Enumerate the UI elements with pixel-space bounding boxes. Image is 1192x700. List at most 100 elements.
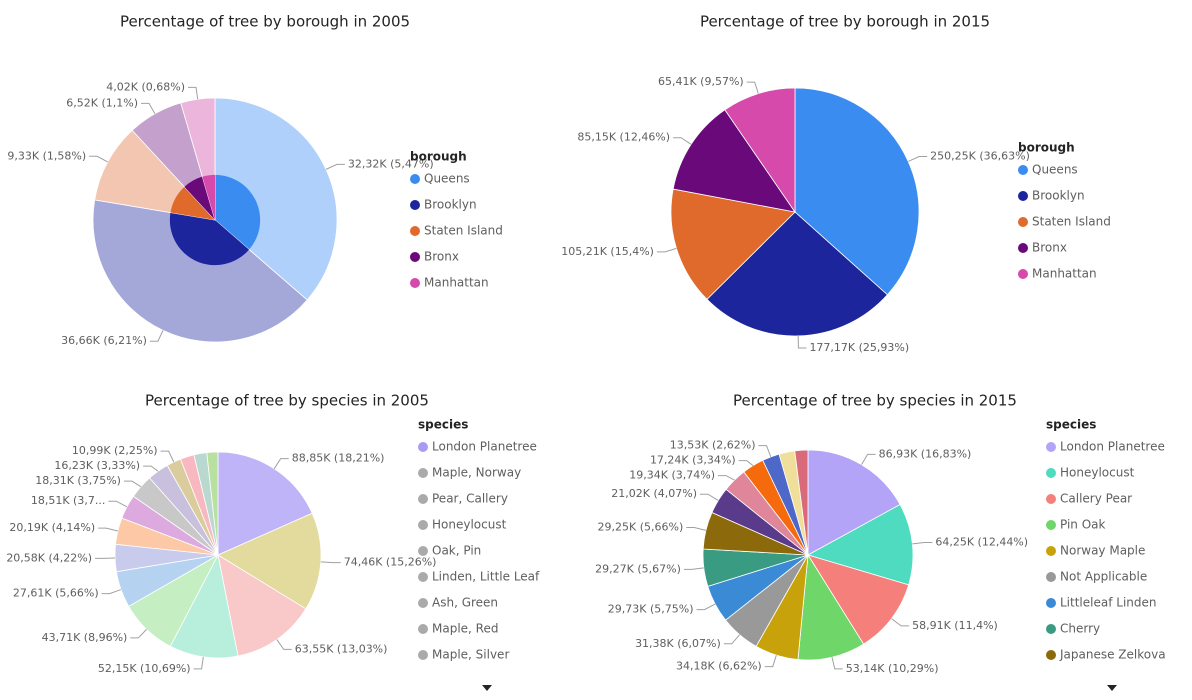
legend-marker [1018, 191, 1028, 201]
data-label: 6,52K (1,1%) [66, 96, 138, 109]
chart-title: Percentage of tree by species in 2015 [733, 392, 1017, 410]
legend-label: Brooklyn [424, 198, 477, 212]
legend-marker [1046, 624, 1056, 634]
legend-marker [1046, 546, 1056, 556]
leader-line [108, 500, 128, 508]
leader-line [891, 618, 910, 627]
legend-label: Japanese Zelkova [1059, 648, 1166, 662]
pie-slice [670, 188, 796, 300]
data-label: 250,25K (36,63%) [930, 150, 1030, 163]
legend-label: Maple, Red [432, 622, 498, 636]
leader-line [746, 81, 759, 94]
legend-label: London Planetree [1060, 440, 1165, 454]
leader-line [696, 603, 716, 611]
leader-line [683, 567, 704, 570]
data-label: 10,99K (2,25%) [72, 444, 158, 457]
legend-scroll-arrow[interactable] [482, 685, 492, 691]
leader-line [188, 86, 199, 100]
legend-marker [418, 546, 428, 556]
legend-label: Queens [424, 172, 470, 186]
leader-line [273, 458, 289, 469]
legend-marker [1046, 494, 1056, 504]
data-label: 21,02K (4,07%) [611, 487, 697, 500]
legend-title: borough [1018, 141, 1075, 155]
leader-line [89, 155, 108, 163]
pie-slice-highlight [170, 186, 215, 220]
pie-slice [797, 553, 865, 661]
legend-label: Bronx [1032, 241, 1067, 255]
data-label: 19,34K (3,74%) [629, 469, 715, 482]
legend-label: Manhattan [1032, 267, 1097, 281]
legend-marker [1018, 165, 1028, 175]
legend-label: Linden, Little Leaf [432, 570, 540, 584]
chart-title: Percentage of tree by borough in 2005 [120, 13, 410, 31]
leader-line [149, 330, 164, 342]
leader-line [143, 465, 159, 472]
legend-title: species [418, 418, 468, 432]
data-label: 13,53K (2,62%) [670, 439, 756, 452]
pie-slice [724, 87, 796, 214]
pie-slice [807, 554, 910, 645]
data-label: 65,41K (9,57%) [658, 75, 744, 88]
leader-line [656, 247, 677, 253]
legend-marker [418, 572, 428, 582]
leader-line [686, 527, 707, 531]
legend-marker [418, 494, 428, 504]
legend-label: Not Applicable [1060, 570, 1147, 584]
legend-label: Pin Oak [1060, 518, 1106, 532]
legend-label: Bronx [424, 250, 459, 264]
data-label: 20,58K (4,22%) [6, 551, 92, 564]
chart-title: Percentage of tree by borough in 2015 [700, 13, 990, 31]
data-label: 18,31K (3,75%) [35, 474, 121, 487]
pie-slice-highlight [215, 174, 261, 250]
legend-marker [410, 174, 420, 184]
legend-marker [1046, 572, 1056, 582]
leader-line [764, 654, 777, 668]
data-label: 58,91K (11,4%) [912, 619, 998, 632]
legend-marker [1018, 269, 1028, 279]
leader-line [908, 156, 928, 162]
data-label: 177,17K (25,93%) [809, 341, 909, 354]
data-label: 53,14K (10,29%) [846, 662, 939, 675]
legend-marker [1046, 442, 1056, 452]
legend-marker [418, 598, 428, 608]
legend-marker [1046, 468, 1056, 478]
pie-slice [807, 449, 901, 556]
legend-label: Queens [1032, 163, 1078, 177]
pie-slice [217, 451, 313, 556]
legend-label: Maple, Silver [432, 648, 509, 662]
legend-marker [1018, 217, 1028, 227]
data-label: 29,27K (5,67%) [595, 562, 681, 575]
pie-slice [794, 87, 920, 296]
leader-line [123, 480, 142, 488]
leader-line [193, 656, 204, 670]
leader-line [700, 493, 719, 501]
legend-scroll-arrow[interactable] [1107, 685, 1117, 691]
leader-line [101, 589, 122, 595]
pie-slice [217, 512, 322, 610]
legend-marker [418, 468, 428, 478]
data-label: 29,25K (5,66%) [598, 521, 684, 534]
legend-marker [418, 624, 428, 634]
data-label: 17,24K (3,34%) [650, 454, 736, 467]
legend-title: species [1046, 418, 1096, 432]
data-label: 31,38K (6,07%) [635, 637, 721, 650]
pie-slice [92, 199, 308, 343]
pie-slice [206, 451, 219, 556]
data-label: 9,33K (1,58%) [7, 149, 86, 162]
legend-label: Littleleaf Linden [1060, 596, 1157, 610]
legend-label: Callery Pear [1060, 492, 1132, 506]
legend-label: Oak, Pin [432, 544, 481, 558]
data-label: 86,93K (16,83%) [879, 447, 972, 460]
legend-marker [1046, 598, 1056, 608]
leader-line [797, 335, 807, 349]
legend-label: Pear, Callery [432, 492, 508, 506]
leader-line [723, 634, 740, 645]
leader-line [912, 542, 933, 545]
leader-line [325, 163, 345, 170]
leader-line [738, 460, 754, 466]
legend-marker [410, 278, 420, 288]
data-label: 63,55K (13,03%) [295, 642, 388, 655]
legend-marker [410, 200, 420, 210]
